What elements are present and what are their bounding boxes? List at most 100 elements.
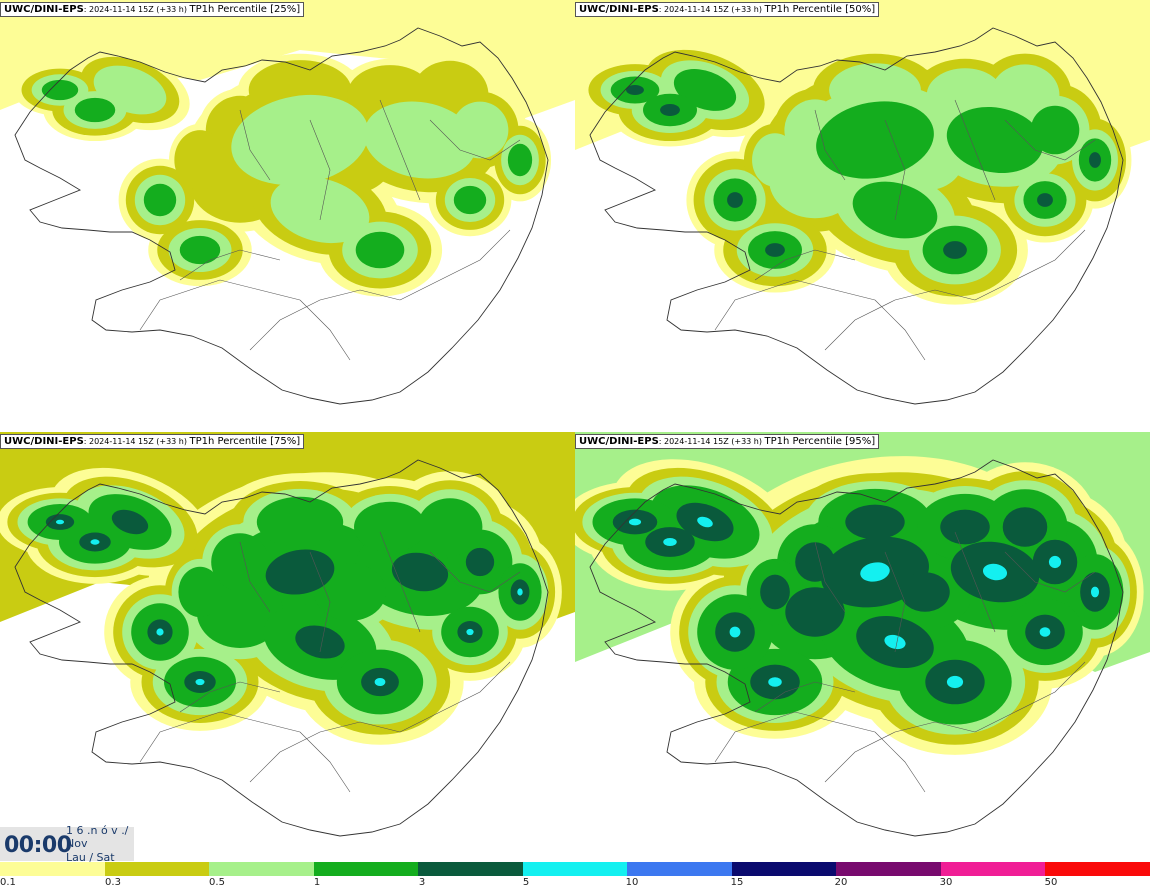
road-line xyxy=(379,531,421,633)
legend-swatch xyxy=(836,862,941,876)
road-line xyxy=(714,279,876,331)
precip-blob xyxy=(940,509,990,545)
legend-label: 15 xyxy=(730,877,744,888)
precip-blob xyxy=(41,79,79,101)
precip-blob xyxy=(943,241,967,259)
road-line xyxy=(824,289,976,351)
precip-blob xyxy=(465,547,495,577)
road-line xyxy=(399,229,511,301)
precip-blob xyxy=(179,235,221,265)
precip-blob xyxy=(391,552,449,592)
legend-label: 5 xyxy=(522,877,530,888)
precip-blob xyxy=(363,101,477,179)
map-panel-p75: UWC/DINI-EPS: 2024-11-14 15Z (+33 h) TP1… xyxy=(0,432,575,862)
road-line xyxy=(239,541,271,613)
precip-blob xyxy=(765,243,785,257)
precip-blob xyxy=(1039,627,1051,637)
precip-blob xyxy=(1089,152,1101,168)
road-line xyxy=(179,249,281,281)
precip-blob xyxy=(74,97,116,123)
map-panel-p25: UWC/DINI-EPS: 2024-11-14 15Z (+33 h) TP1… xyxy=(0,0,575,430)
legend-label: 0.5 xyxy=(209,877,225,888)
precip-map xyxy=(0,0,575,405)
precip-blob xyxy=(752,133,798,187)
precip-blob xyxy=(946,675,964,689)
precip-blob xyxy=(852,181,938,239)
valid-day: 1 6 .n ó v ./ xyxy=(66,824,129,837)
precip-blob xyxy=(884,634,906,650)
precip-blob xyxy=(466,628,474,636)
precip-blob xyxy=(1090,586,1100,598)
legend-label: 20 xyxy=(834,877,848,888)
precip-blob xyxy=(374,677,386,687)
legend-swatch xyxy=(313,862,419,876)
panel-title: UWC/DINI-EPS: 2024-11-14 15Z (+33 h) TP1… xyxy=(575,434,880,449)
road-line xyxy=(429,119,521,161)
legend-swatch xyxy=(209,862,314,876)
road-line xyxy=(429,551,521,593)
precip-blob xyxy=(816,101,934,179)
precip-map xyxy=(0,432,575,837)
precip-blob xyxy=(174,130,226,190)
road-line xyxy=(974,229,1086,301)
precip-map xyxy=(575,432,1150,837)
precip-map xyxy=(575,0,1150,405)
road-line xyxy=(299,299,351,361)
panel-title: UWC/DINI-EPS: 2024-11-14 15Z (+33 h) TP1… xyxy=(575,2,880,17)
coastline xyxy=(589,459,1124,837)
road-line xyxy=(754,681,856,713)
precip-blob xyxy=(1002,507,1048,547)
road-line xyxy=(179,681,281,713)
legend-swatch xyxy=(104,862,210,876)
legend-label: 0.1 xyxy=(0,877,16,888)
precip-blob xyxy=(270,176,370,244)
road-line xyxy=(814,109,846,181)
precip-blob xyxy=(1048,555,1062,569)
road-line xyxy=(884,119,906,221)
road-line xyxy=(309,119,331,221)
legend-label: 1 xyxy=(313,877,321,888)
road-line xyxy=(139,711,301,763)
road-line xyxy=(239,109,271,181)
road-line xyxy=(814,541,846,613)
precip-blob xyxy=(265,549,335,595)
road-line xyxy=(249,289,401,351)
coastline xyxy=(589,27,1124,405)
legend-swatch xyxy=(418,862,523,876)
valid-weekday: Lau / Sat xyxy=(66,851,115,864)
road-line xyxy=(874,299,926,361)
precip-blob xyxy=(195,678,205,686)
legend-label: 3 xyxy=(418,877,426,888)
map-panel-p95: UWC/DINI-EPS: 2024-11-14 15Z (+33 h) TP1… xyxy=(575,432,1150,862)
precip-blob xyxy=(860,562,890,582)
precip-band xyxy=(0,0,575,120)
precip-blob xyxy=(663,537,677,547)
precip-blob xyxy=(727,192,743,208)
road-line xyxy=(824,721,976,783)
precip-blob xyxy=(729,626,741,638)
legend-label: 10 xyxy=(625,877,639,888)
road-line xyxy=(399,661,511,733)
precip-blob xyxy=(795,542,835,582)
precip-blob xyxy=(453,185,487,215)
precip-blob xyxy=(900,572,950,612)
precip-blob xyxy=(628,518,642,526)
panel-title: UWC/DINI-EPS: 2024-11-14 15Z (+33 h) TP1… xyxy=(0,2,305,17)
precip-blob xyxy=(295,625,345,659)
road-line xyxy=(139,279,301,331)
coastline xyxy=(14,459,549,837)
precip-blob xyxy=(451,101,509,159)
precip-blob xyxy=(314,563,386,621)
legend-swatch xyxy=(522,862,628,876)
precip-blob xyxy=(660,104,680,116)
precip-blob xyxy=(517,588,523,596)
road-line xyxy=(1004,119,1096,161)
precip-blob xyxy=(946,106,1044,174)
road-line xyxy=(754,249,856,281)
road-line xyxy=(974,661,1086,733)
precip-blob xyxy=(768,677,782,687)
road-line xyxy=(309,551,331,653)
precip-blob xyxy=(231,94,369,186)
precip-blob xyxy=(156,628,164,636)
precip-blob xyxy=(111,509,149,535)
